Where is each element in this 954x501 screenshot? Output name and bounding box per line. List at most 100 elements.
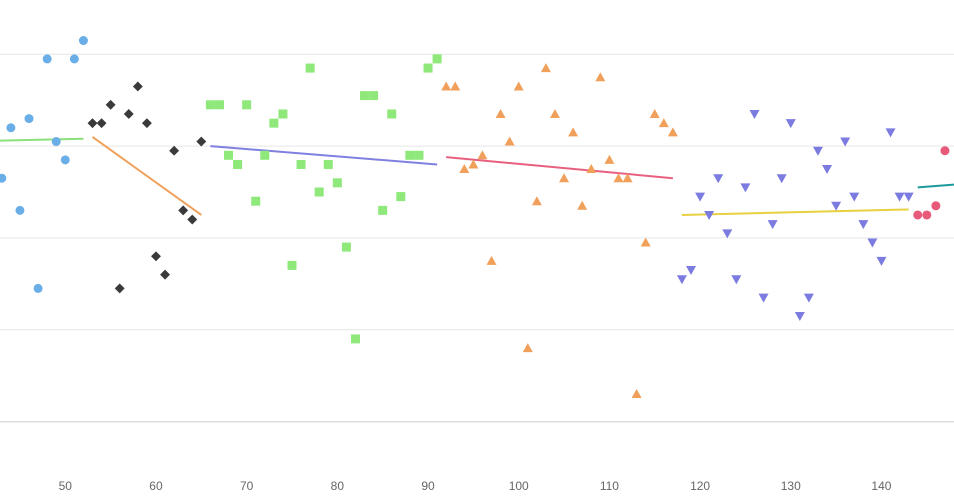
data-point <box>649 108 660 118</box>
data-point <box>123 109 134 119</box>
data-point <box>522 343 533 353</box>
data-point <box>695 192 706 202</box>
data-point <box>105 99 116 110</box>
x-tick-label: 70 <box>240 479 254 493</box>
data-point <box>831 201 842 211</box>
data-point <box>96 118 107 129</box>
data-point <box>876 256 887 266</box>
data-point <box>549 108 560 118</box>
data-point <box>314 187 324 197</box>
data-point <box>69 54 79 64</box>
data-point <box>296 159 306 169</box>
trend-lines <box>0 136 954 216</box>
data-point <box>858 220 869 230</box>
data-point <box>15 205 25 215</box>
data-point <box>504 136 515 146</box>
data-point <box>931 201 941 211</box>
data-point <box>940 146 950 156</box>
data-point <box>224 150 234 160</box>
data-point <box>803 293 814 303</box>
trend-line <box>0 137 84 142</box>
data-point <box>132 81 143 92</box>
data-point <box>885 128 896 138</box>
data-point <box>6 123 16 133</box>
trend-line <box>446 156 673 180</box>
data-point <box>141 118 152 129</box>
data-point <box>531 196 542 206</box>
data-point <box>205 100 215 110</box>
x-tick-label: 100 <box>509 479 529 493</box>
data-point <box>114 283 125 294</box>
trend-line <box>917 183 954 189</box>
data-point <box>423 63 433 73</box>
grid-lines <box>0 53 954 423</box>
data-point <box>260 150 270 160</box>
trend-line <box>681 208 909 216</box>
data-point <box>414 150 424 160</box>
data-point <box>922 210 932 220</box>
data-point <box>87 118 98 129</box>
data-point <box>60 155 70 165</box>
x-tick-label: 60 <box>149 479 163 493</box>
data-point <box>812 146 823 156</box>
x-tick-label: 90 <box>421 479 435 493</box>
data-point <box>722 229 733 239</box>
data-point <box>251 196 261 206</box>
data-point <box>513 81 524 91</box>
data-point <box>840 137 851 147</box>
data-point <box>658 118 669 128</box>
data-point <box>713 174 724 184</box>
data-point <box>378 205 388 215</box>
data-point <box>360 91 370 101</box>
data-point <box>196 136 207 147</box>
data-point <box>432 54 442 64</box>
data-point <box>758 293 769 303</box>
data-point <box>731 275 742 285</box>
data-point <box>667 127 678 137</box>
data-point <box>903 192 914 202</box>
data-point <box>468 159 479 169</box>
data-point <box>233 159 243 169</box>
data-point <box>686 266 697 276</box>
data-point <box>387 109 397 119</box>
data-point <box>568 127 579 137</box>
data-point <box>894 192 905 202</box>
data-point <box>486 255 497 265</box>
data-point <box>350 334 360 344</box>
data-point <box>169 145 180 156</box>
data-point <box>214 100 224 110</box>
x-tick-label: 120 <box>690 479 710 493</box>
data-point <box>631 388 642 398</box>
data-point <box>586 164 597 174</box>
data-point <box>160 269 170 280</box>
x-tick-label: 140 <box>871 479 891 493</box>
data-point <box>640 237 651 247</box>
data-point <box>495 108 506 118</box>
data-point <box>278 109 288 119</box>
x-tick-label: 130 <box>781 479 801 493</box>
data-point <box>577 200 588 210</box>
data-point <box>785 119 796 129</box>
data-point <box>33 283 43 293</box>
data-point <box>676 275 687 285</box>
data-point <box>913 210 923 220</box>
data-point <box>396 192 406 202</box>
data-point <box>51 137 61 147</box>
data-point <box>794 311 805 321</box>
data-point <box>151 251 161 262</box>
data-point <box>450 81 461 91</box>
trend-line <box>91 136 202 216</box>
data-point <box>477 150 488 160</box>
data-point <box>867 238 878 248</box>
data-point <box>622 173 633 183</box>
data-point <box>341 242 351 252</box>
data-point <box>749 109 760 119</box>
data-point <box>776 174 787 184</box>
data-point <box>269 118 279 128</box>
data-point <box>24 114 34 124</box>
data-point <box>405 150 415 160</box>
data-point <box>704 210 715 220</box>
data-point <box>187 214 198 225</box>
data-point <box>287 260 297 270</box>
